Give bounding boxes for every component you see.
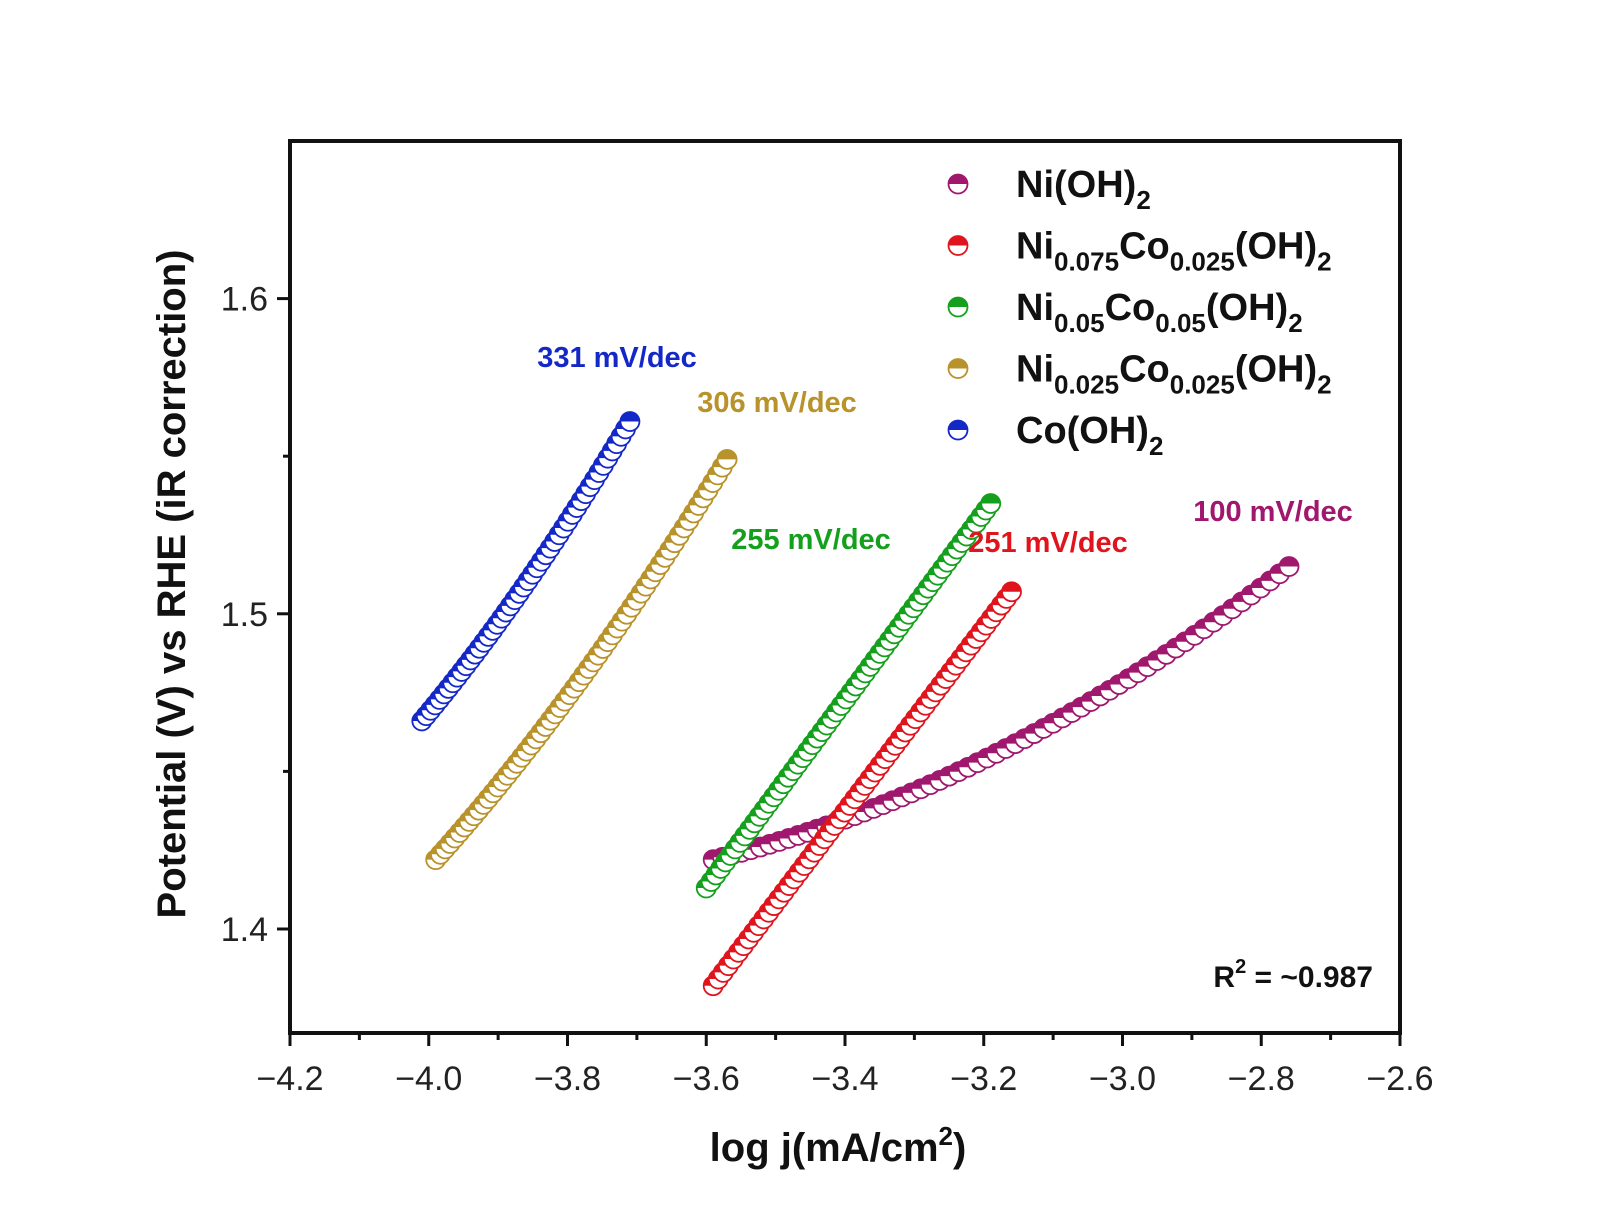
data-point (619, 411, 641, 432)
slope-label: 306 mV/dec (697, 387, 857, 419)
legend-marker (947, 235, 969, 256)
slope-label: 100 mV/dec (1193, 496, 1353, 528)
x-tick-label: −3.6 (673, 1060, 740, 1098)
slope-label: 251 mV/dec (968, 527, 1128, 559)
slope-label: 331 mV/dec (537, 342, 697, 374)
axes: −4.2 −4.0 −3.8 −3.6 −3.4 −3.2 −3.0 −2.8 −2.6 1.4 1… (221, 139, 1434, 1098)
x-tick-label: −4.2 (256, 1060, 323, 1098)
legend-marker (947, 419, 969, 441)
x-tick-label: −3.8 (534, 1060, 601, 1098)
y-tick-label: 1.5 (221, 596, 268, 634)
slope-labels: 100 mV/dec 251 mV/dec 255 mV/dec 306 mV/dec… (537, 342, 1353, 559)
series-4 (411, 411, 641, 732)
data-point (1001, 581, 1022, 603)
x-axis-title: log j(mA/cm2) (710, 1121, 967, 1170)
series-2 (695, 493, 1002, 899)
legend-item: Co(OH)2 (947, 410, 1163, 461)
legend-item: Ni0.075Co0.025(OH)2 (947, 226, 1332, 277)
x-tick-label: −3.2 (950, 1060, 1017, 1098)
x-tick-label: −3.4 (811, 1060, 878, 1098)
legend-item: Ni(OH)2 (947, 164, 1151, 215)
legend-label: Co(OH)2 (1016, 410, 1163, 461)
series-3 (425, 448, 738, 871)
x-tick-label: −4.0 (395, 1060, 462, 1098)
y-tick-label: 1.4 (221, 911, 268, 949)
y-tick-label: 1.6 (221, 281, 268, 319)
plot-area (411, 411, 1300, 997)
legend-marker (947, 296, 969, 318)
y-axis-title: Potential (V) vs RHE (iR correction) (150, 250, 194, 919)
legend-label: Ni0.025Co0.025(OH)2 (1016, 349, 1332, 400)
legend-item: Ni0.05Co0.05(OH)2 (947, 287, 1303, 338)
slope-label: 255 mV/dec (731, 524, 891, 556)
legend-label: Ni0.05Co0.05(OH)2 (1016, 287, 1303, 338)
legend-marker (947, 173, 969, 195)
data-point (716, 448, 738, 470)
x-tick-label: −2.6 (1366, 1060, 1433, 1098)
x-tick-label: −3.0 (1089, 1060, 1156, 1098)
legend-marker (947, 358, 969, 379)
series-1 (702, 581, 1022, 997)
legend-label: Ni0.075Co0.025(OH)2 (1016, 226, 1332, 277)
legend: Ni(OH)2 Ni0.075Co0.025(OH)2 Ni0.05Co0.05(O… (947, 164, 1332, 461)
legend-label: Ni(OH)2 (1016, 164, 1151, 215)
data-point (1278, 556, 1300, 577)
data-point (980, 493, 1002, 514)
x-tick-label: −2.8 (1228, 1060, 1295, 1098)
legend-item: Ni0.025Co0.025(OH)2 (947, 349, 1332, 400)
r-squared-annotation: R2 = ~0.987 (1213, 956, 1373, 994)
